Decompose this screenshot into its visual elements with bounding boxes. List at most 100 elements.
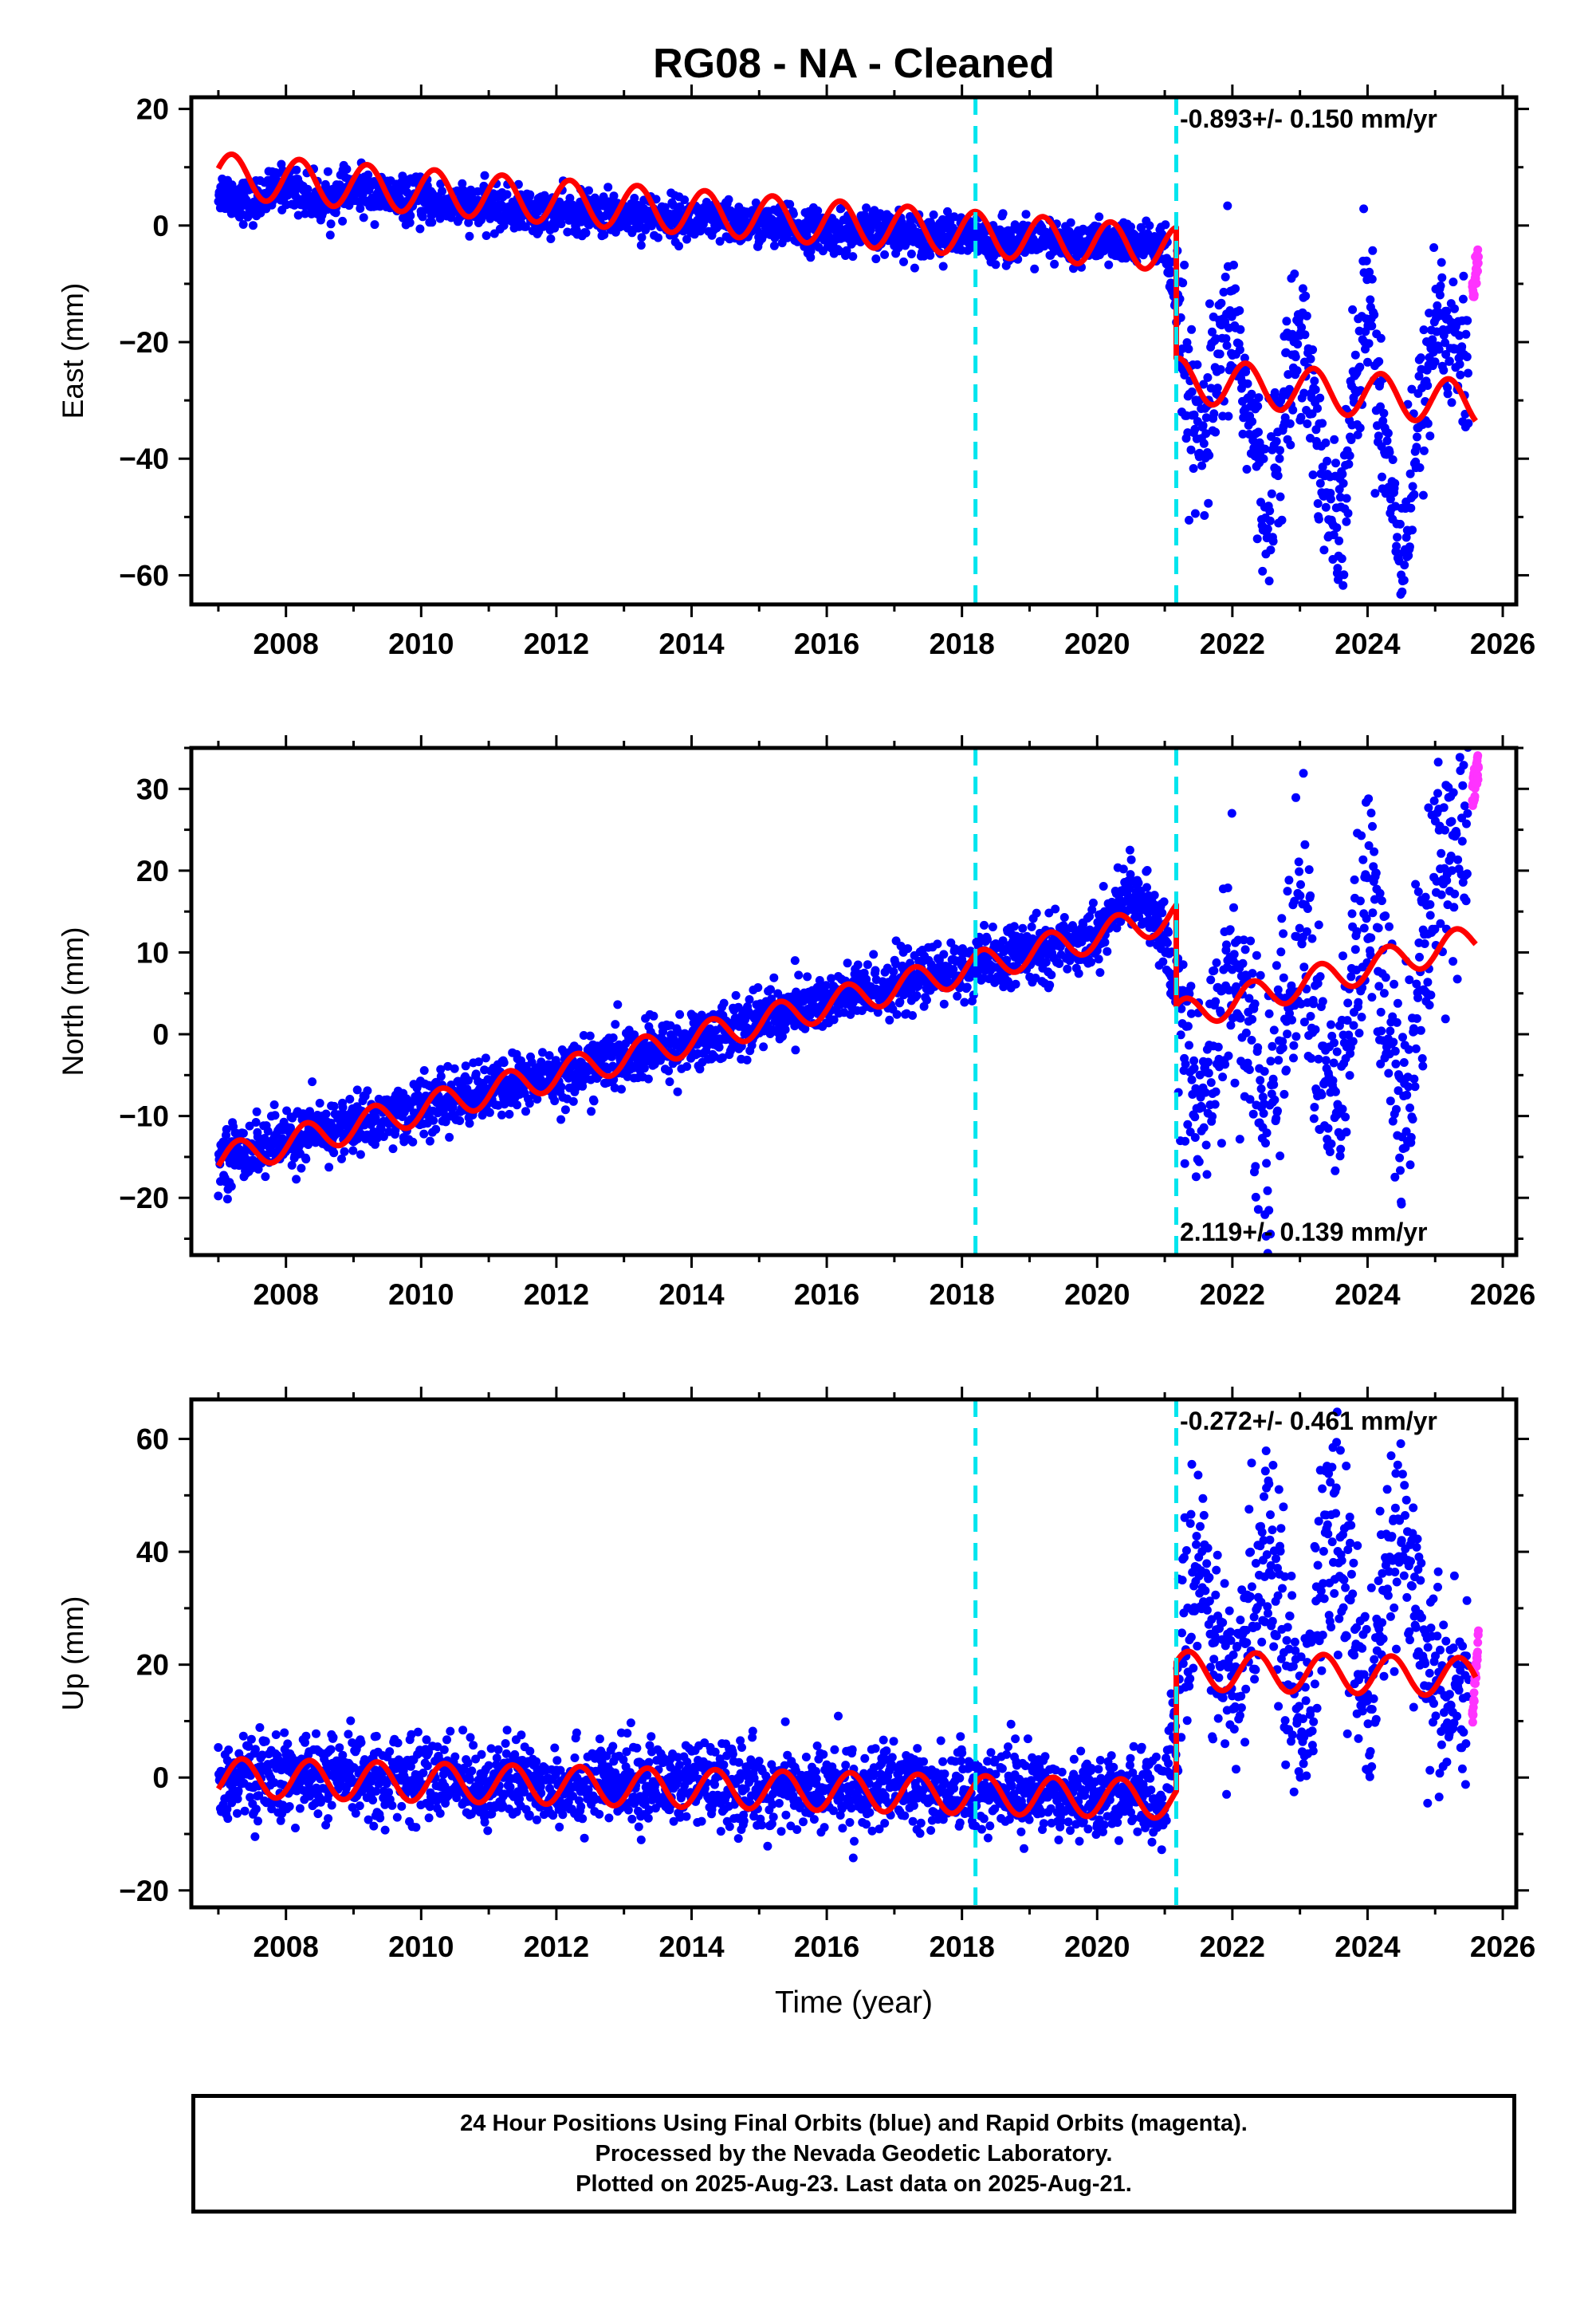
final-orbit-point: [791, 1045, 800, 1054]
final-orbit-point: [363, 1086, 371, 1095]
final-orbit-point: [227, 1182, 236, 1190]
final-orbit-point: [1242, 1029, 1251, 1037]
final-orbit-point: [1348, 305, 1357, 314]
final-orbit-point: [345, 1095, 354, 1104]
final-orbit-point: [1134, 879, 1143, 887]
final-orbit-point: [930, 211, 938, 219]
final-orbit-point: [1368, 246, 1377, 255]
final-orbit-point: [1253, 402, 1262, 411]
rapid-orbit-point: [1472, 279, 1481, 288]
final-orbit-point: [1459, 272, 1468, 281]
final-orbit-point: [1263, 1128, 1272, 1137]
final-orbit-point: [1188, 388, 1197, 396]
final-orbit-point: [1231, 285, 1240, 293]
final-orbit-point: [557, 1083, 566, 1092]
final-orbit-point: [455, 1116, 464, 1125]
final-orbit-point: [1409, 482, 1417, 491]
final-orbit-point: [322, 1110, 331, 1119]
final-orbit-point: [1374, 357, 1383, 366]
x-tick-label: 2014: [658, 628, 725, 660]
final-orbit-point: [1282, 1065, 1291, 1074]
final-orbit-point: [1459, 295, 1468, 304]
final-orbit-point: [1367, 321, 1376, 330]
final-orbit-point: [803, 972, 812, 981]
final-orbit-point: [1217, 299, 1225, 308]
final-orbit-point: [1265, 506, 1274, 515]
final-orbit-point: [1251, 1162, 1260, 1171]
final-orbit-point: [1396, 520, 1405, 529]
final-orbit-point: [743, 1056, 752, 1065]
final-orbit-point: [1200, 439, 1209, 448]
final-orbit-point: [1331, 458, 1340, 467]
final-orbit-point: [1187, 325, 1196, 334]
final-orbit-point: [1200, 1124, 1209, 1132]
final-orbit-point: [1248, 1015, 1256, 1024]
final-orbit-point: [338, 217, 347, 226]
final-orbit-point: [1245, 1065, 1254, 1074]
final-orbit-point: [406, 211, 415, 220]
final-orbit-point: [1103, 947, 1111, 956]
final-orbit-point: [1042, 958, 1051, 966]
final-orbit-point: [1370, 310, 1378, 319]
final-orbit-point: [584, 187, 593, 195]
final-orbit-point: [1260, 1109, 1268, 1118]
final-orbit-point: [326, 230, 335, 239]
final-orbit-point: [587, 1107, 596, 1116]
final-orbit-point: [431, 1125, 440, 1134]
final-orbit-point: [1377, 334, 1386, 343]
final-orbit-point: [1339, 570, 1348, 579]
final-orbit-point: [253, 1108, 261, 1116]
final-orbit-point: [1266, 1057, 1275, 1065]
final-orbit-point: [1187, 446, 1196, 455]
final-orbit-point: [252, 1118, 261, 1127]
final-orbit-point: [745, 995, 754, 1004]
final-orbit-point: [1342, 518, 1350, 526]
final-orbit-point: [1283, 1029, 1291, 1038]
final-orbit-point: [1279, 929, 1287, 938]
final-orbit-point: [1362, 257, 1371, 266]
final-orbit-point: [1307, 935, 1316, 943]
final-orbit-point: [1276, 1151, 1284, 1160]
final-orbit-point: [1293, 366, 1302, 375]
final-orbit-point: [644, 1075, 653, 1084]
final-orbit-point: [1370, 489, 1379, 498]
final-orbit-point: [1126, 846, 1134, 855]
final-orbit-point: [939, 262, 948, 271]
final-orbit-point: [899, 258, 908, 266]
final-orbit-point: [408, 1138, 417, 1147]
final-orbit-point: [1450, 305, 1459, 313]
final-orbit-point: [1419, 491, 1428, 500]
final-orbit-point: [1212, 1088, 1221, 1096]
final-orbit-point: [1270, 1096, 1279, 1104]
final-orbit-point: [913, 991, 922, 1000]
y-axis-label: East (mm): [57, 283, 89, 419]
final-orbit-point: [1461, 330, 1470, 339]
final-orbit-point: [1464, 369, 1472, 378]
final-orbit-point: [1255, 393, 1264, 402]
final-orbit-point: [1273, 1107, 1282, 1116]
final-orbit-point: [1456, 371, 1464, 380]
final-orbit-point: [1276, 947, 1285, 956]
final-orbit-point: [1293, 340, 1302, 348]
final-orbit-point: [1332, 523, 1341, 532]
x-tick-label: 2018: [930, 628, 995, 660]
final-orbit-point: [1249, 1110, 1258, 1119]
final-orbit-point: [1410, 490, 1419, 499]
final-orbit-point: [1274, 1056, 1283, 1065]
final-orbit-point: [1308, 345, 1317, 354]
final-orbit-point: [1218, 1072, 1227, 1081]
final-orbit-point: [438, 187, 446, 195]
final-orbit-point: [1203, 1170, 1212, 1179]
final-orbit-point: [1239, 959, 1248, 968]
final-orbit-point: [1030, 265, 1039, 274]
final-orbit-point: [1223, 341, 1232, 350]
final-orbit-point: [1012, 980, 1020, 989]
final-orbit-point: [525, 191, 534, 199]
final-orbit-point: [1291, 1032, 1300, 1041]
final-orbit-point: [1276, 446, 1284, 455]
final-orbit-point: [1416, 463, 1425, 472]
final-orbit-point: [980, 921, 989, 930]
final-orbit-point: [1277, 914, 1286, 923]
